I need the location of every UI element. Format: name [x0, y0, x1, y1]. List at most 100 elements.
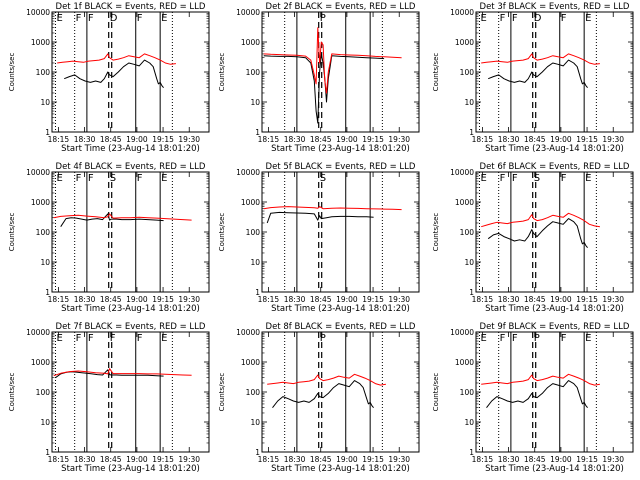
- chart-5-xtick-label: 19:15: [362, 295, 384, 304]
- chart-7-marker-label: E: [161, 333, 167, 344]
- chart-3-xtick-label: 19:00: [550, 135, 572, 144]
- chart-3-title: Det 3f BLACK = Events, RED = LLD: [480, 2, 630, 12]
- chart-4-ytick-label: 10: [40, 258, 50, 267]
- chart-4-panel: Det 4f BLACK = Events, RED = LLD 1 10 100 10…: [8, 162, 210, 314]
- chart-4-xtick-label: 19:15: [152, 295, 174, 304]
- chart-9-ylabel: Counts/sec: [432, 373, 440, 412]
- chart-3-series-events: [488, 59, 588, 89]
- chart-1-ytick-label: 1000: [31, 38, 50, 47]
- chart-8-ylabel: Counts/sec: [218, 373, 226, 412]
- chart-7-marker-label: F: [137, 333, 143, 344]
- chart-5-xtick-label: 18:30: [284, 295, 306, 304]
- chart-9-ytick-label: 10000: [450, 328, 474, 337]
- chart-7-xtick-label: 19:15: [152, 455, 174, 464]
- chart-2-plot-frame: [261, 11, 420, 133]
- chart-3-marker-label: F: [500, 13, 506, 24]
- chart-4-xtick-label: 18:30: [74, 295, 96, 304]
- chart-9-panel: Det 9f BLACK = Events, RED = LLD 1 10 100 10…: [432, 322, 634, 474]
- chart-2-series-events: [263, 53, 385, 124]
- chart-1-xtick-label: 18:30: [74, 135, 96, 144]
- chart-2-xtick-label: 19:15: [362, 135, 384, 144]
- chart-5-marker-label: S: [320, 173, 326, 184]
- chart-3-xtick-label: 18:15: [472, 135, 494, 144]
- chart-9-ytick-label: 100: [460, 388, 475, 397]
- chart-7-ylabel: Counts/sec: [8, 373, 16, 412]
- chart-3-marker-label: F: [512, 13, 518, 24]
- chart-1-marker-label: F: [76, 13, 82, 24]
- chart-4-ylabel: Counts/sec: [8, 213, 16, 252]
- chart-8-xlabel: Start Time (23-Aug-14 18:01:20): [271, 464, 410, 474]
- chart-6-xtick-label: 19:15: [576, 295, 598, 304]
- chart-7-title: Det 7f BLACK = Events, RED = LLD: [56, 322, 206, 332]
- chart-8-plot-frame: [261, 331, 420, 453]
- chart-8-xtick-label: 19:15: [362, 455, 384, 464]
- chart-6-title: Det 6f BLACK = Events, RED = LLD: [480, 162, 630, 172]
- chart-1-ylabel: Counts/sec: [8, 53, 16, 92]
- chart-1-xtick-label: 19:00: [126, 135, 148, 144]
- chart-9-marker-label: E: [585, 333, 591, 344]
- chart-6-xtick-label: 18:45: [524, 295, 546, 304]
- chart-7-marker-label: F: [76, 333, 82, 344]
- chart-7-ytick-label: 100: [36, 388, 51, 397]
- chart-5-plot-frame: [261, 171, 420, 293]
- chart-3-ytick-label: 1: [469, 128, 474, 137]
- chart-7-marker-label: F: [88, 333, 94, 344]
- chart-4-marker-label: E: [56, 173, 62, 184]
- chart-5-panel: Det 5f BLACK = Events, RED = LLD 1 10 100 10…: [218, 162, 420, 314]
- chart-3-ytick-label: 100: [460, 68, 475, 77]
- chart-6-series-lld: [481, 212, 600, 228]
- chart-9-series-lld: [481, 373, 600, 386]
- chart-8-ytick-label: 1: [255, 448, 260, 457]
- chart-2-marker-label: P: [320, 13, 326, 24]
- chart-5-xlabel: Start Time (23-Aug-14 18:01:20): [271, 304, 410, 314]
- chart-7-marker-label: E: [56, 333, 62, 344]
- chart-8-series-events: [272, 380, 374, 409]
- chart-9-xtick-label: 19:00: [550, 455, 572, 464]
- chart-1-plot-frame: [51, 11, 210, 133]
- chart-5-ytick-label: 10000: [236, 168, 260, 177]
- chart-5-xtick-label: 19:00: [336, 295, 358, 304]
- chart-2-ytick-label: 100: [246, 68, 261, 77]
- chart-3-ylabel: Counts/sec: [432, 53, 440, 92]
- chart-4-marker-label: F: [76, 173, 82, 184]
- chart-5-xtick-label: 18:15: [258, 295, 280, 304]
- chart-3-series-lld: [481, 53, 600, 65]
- chart-9-marker-label: F: [500, 333, 506, 344]
- chart-9-ytick-label: 1000: [455, 358, 474, 367]
- chart-8-title: Det 8f BLACK = Events, RED = LLD: [266, 322, 416, 332]
- chart-3-xtick-label: 18:30: [498, 135, 520, 144]
- chart-2-xlabel: Start Time (23-Aug-14 18:01:20): [271, 144, 410, 154]
- chart-1-xtick-label: 19:15: [152, 135, 174, 144]
- chart-9-ytick-label: 1: [469, 448, 474, 457]
- chart-8-series-lld: [267, 373, 386, 386]
- chart-6-xlabel: Start Time (23-Aug-14 18:01:20): [485, 304, 624, 314]
- chart-6-panel: Det 6f BLACK = Events, RED = LLD 1 10 100 10…: [432, 162, 634, 314]
- chart-3-marker-label: E: [480, 13, 486, 24]
- chart-6-series-events: [487, 218, 588, 249]
- chart-2-ytick-label: 10: [250, 98, 260, 107]
- chart-5-series-lld: [263, 206, 402, 211]
- chart-6-marker-label: S: [534, 173, 540, 184]
- chart-8-ytick-label: 10000: [236, 328, 260, 337]
- chart-7-panel: Det 7f BLACK = Events, RED = LLD 1 10 100 10…: [8, 322, 210, 474]
- chart-3-marker-label: E: [585, 13, 591, 24]
- chart-6-marker-label: F: [512, 173, 518, 184]
- chart-6-xtick-label: 19:00: [550, 295, 572, 304]
- chart-5-ytick-label: 1000: [241, 198, 260, 207]
- chart-7-marker-label: F: [110, 333, 116, 344]
- chart-8-xtick-label: 19:30: [388, 455, 410, 464]
- chart-4-series-events: [60, 213, 164, 227]
- chart-4-xtick-label: 19:30: [178, 295, 200, 304]
- chart-7-xtick-label: 18:30: [74, 455, 96, 464]
- chart-4-xlabel: Start Time (23-Aug-14 18:01:20): [61, 304, 200, 314]
- chart-5-ylabel: Counts/sec: [218, 213, 226, 252]
- chart-7-xtick-label: 19:30: [178, 455, 200, 464]
- chart-3-marker-label: F: [561, 13, 567, 24]
- chart-1-ytick-label: 1: [45, 128, 50, 137]
- chart-9-xlabel: Start Time (23-Aug-14 18:01:20): [485, 464, 624, 474]
- chart-6-ylabel: Counts/sec: [432, 213, 440, 252]
- chart-4-xtick-label: 18:15: [48, 295, 70, 304]
- chart-7-xtick-label: 19:00: [126, 455, 148, 464]
- chart-7-series-lld: [53, 368, 192, 377]
- chart-3-marker-label: D: [534, 13, 542, 24]
